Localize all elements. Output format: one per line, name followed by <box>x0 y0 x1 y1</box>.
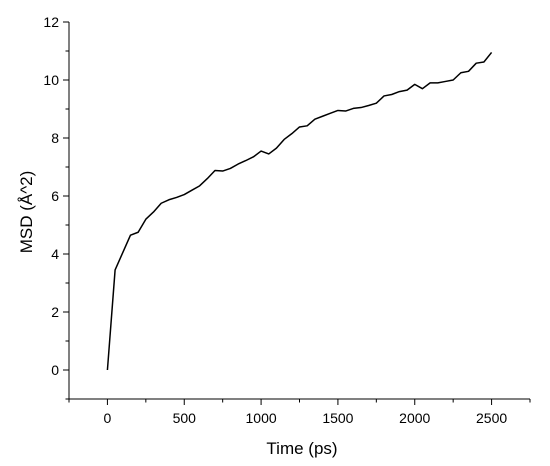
x-tick-label: 500 <box>173 410 197 426</box>
x-tick-label: 2500 <box>476 410 507 426</box>
series-line-0 <box>106 51 493 371</box>
x-tick-label: 0 <box>104 410 112 426</box>
y-tick-label: 10 <box>43 72 59 88</box>
y-tick-label: 0 <box>51 362 59 378</box>
y-axis-title: MSD (Å^2) <box>17 171 36 254</box>
axes: 0 2 4 6 8 10 12 0 500 1000 1500 2000 2500 <box>43 14 531 426</box>
x-axis-title: Time (ps) <box>266 439 337 458</box>
y-tick-label: 2 <box>51 304 59 320</box>
y-tick-label: 12 <box>43 14 59 30</box>
series-layer <box>106 51 493 371</box>
x-tick-label: 1500 <box>322 410 353 426</box>
y-tick-label: 8 <box>51 130 59 146</box>
y-tick-label: 4 <box>51 246 59 262</box>
x-tick-label: 2000 <box>399 410 430 426</box>
x-tick-label: 1000 <box>246 410 277 426</box>
y-tick-label: 6 <box>51 188 59 204</box>
